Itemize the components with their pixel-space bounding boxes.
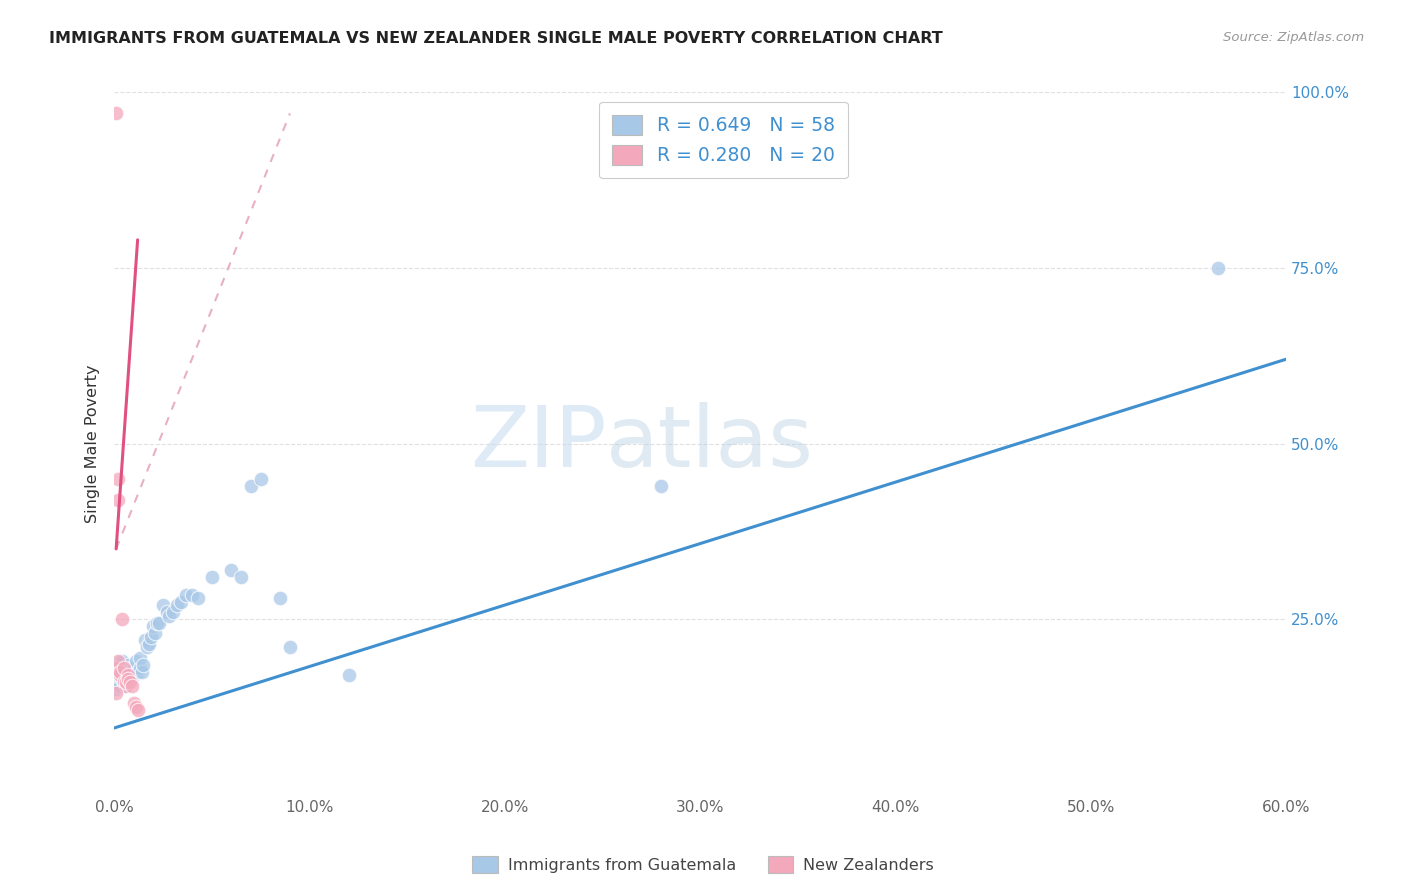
Point [108,654,131,668]
Point [152,598,174,612]
Point [127,703,149,717]
Point [142,619,165,633]
Point [249,472,271,486]
Point [148,615,170,630]
Point [650,478,672,492]
Point [124,654,146,668]
Point [108,665,131,679]
Y-axis label: Single Male Poverty: Single Male Poverty [86,364,100,523]
Point [118,675,141,690]
Point [107,492,129,507]
Point [231,570,253,584]
Point [136,640,159,655]
Point [187,591,209,605]
Point [121,668,143,682]
Point [107,472,129,486]
Point [201,570,224,584]
Point [146,615,169,630]
Point [111,654,134,668]
Point [117,672,139,686]
Point [122,661,145,675]
Point [337,668,360,682]
Point [121,661,143,675]
Point [108,679,131,693]
Point [115,675,138,690]
Point [111,612,134,626]
Point [117,657,139,672]
Point [124,665,146,679]
Point [128,650,150,665]
Legend: Immigrants from Guatemala, New Zealanders: Immigrants from Guatemala, New Zealander… [465,849,941,880]
Point [105,661,128,675]
Point [118,665,141,679]
Point [122,697,145,711]
Point [105,682,128,697]
Point [107,661,129,675]
Point [181,588,204,602]
Point [124,699,146,714]
Point [134,633,156,648]
Point [115,679,138,693]
Point [117,668,139,682]
Point [157,608,180,623]
Text: IMMIGRANTS FROM GUATEMALA VS NEW ZEALANDER SINGLE MALE POVERTY CORRELATION CHART: IMMIGRANTS FROM GUATEMALA VS NEW ZEALAND… [49,31,943,46]
Point [112,661,135,675]
Point [239,478,262,492]
Point [176,588,198,602]
Point [141,630,163,644]
Point [117,668,139,682]
Point [111,672,134,686]
Point [105,106,128,120]
Point [138,637,160,651]
Point [115,679,138,693]
Point [121,679,143,693]
Point [166,598,188,612]
Point [127,665,149,679]
Point [156,605,179,619]
Point [108,668,131,682]
Text: Source: ZipAtlas.com: Source: ZipAtlas.com [1223,31,1364,45]
Point [108,668,131,682]
Point [115,665,138,679]
Point [115,672,138,686]
Point [107,675,129,690]
Point [1206,260,1229,275]
Point [105,686,128,700]
Point [112,675,135,690]
Text: atlas: atlas [606,402,814,485]
Point [132,657,155,672]
Point [143,626,166,640]
Legend: R = 0.649   N = 58, R = 0.280   N = 20: R = 0.649 N = 58, R = 0.280 N = 20 [599,102,848,178]
Point [162,605,184,619]
Point [131,665,153,679]
Point [169,594,191,608]
Point [112,661,135,675]
Point [278,640,301,655]
Point [117,665,139,679]
Point [122,668,145,682]
Text: ZIP: ZIP [470,402,606,485]
Point [107,654,129,668]
Point [112,668,135,682]
Point [112,675,135,690]
Point [269,591,291,605]
Point [111,665,134,679]
Point [128,661,150,675]
Point [118,672,141,686]
Point [221,563,243,577]
